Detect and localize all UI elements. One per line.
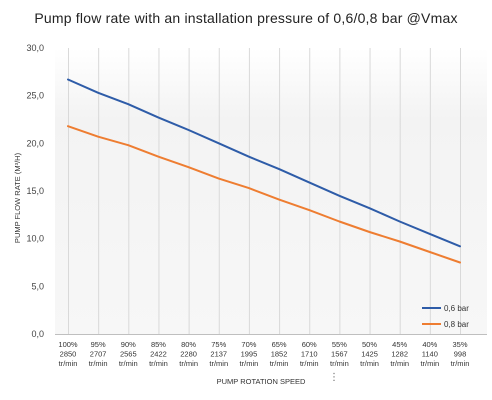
x-tick-label: tr/min bbox=[240, 359, 259, 368]
chart-title: Pump flow rate with an installation pres… bbox=[34, 10, 458, 26]
x-tick-label: tr/min bbox=[270, 359, 289, 368]
y-tick-label: 0,0 bbox=[31, 329, 44, 339]
x-tick-label: 50% bbox=[362, 340, 377, 349]
y-tick-label: 15,0 bbox=[26, 186, 44, 196]
x-tick-label: 2565 bbox=[120, 350, 137, 359]
x-tick-label: tr/min bbox=[390, 359, 409, 368]
x-axis-ticks: 100%2850tr/min95%2707tr/min90%2565tr/min… bbox=[58, 340, 469, 368]
x-tick-label: 80% bbox=[181, 340, 196, 349]
x-tick-label: 1567 bbox=[331, 350, 348, 359]
x-tick-label: 95% bbox=[91, 340, 106, 349]
y-axis-label: PUMP FLOW RATE (M³/H) bbox=[13, 152, 22, 243]
plot-area bbox=[55, 48, 487, 334]
x-tick-label: 2850 bbox=[60, 350, 77, 359]
x-tick-label: 100% bbox=[58, 340, 78, 349]
x-tick-label: tr/min bbox=[420, 359, 439, 368]
x-tick-label: 75% bbox=[211, 340, 226, 349]
y-axis-ticks: 0,0 5,0 10,0 15,0 20,0 25,0 30,0 bbox=[26, 43, 44, 339]
x-tick-label: 2280 bbox=[180, 350, 197, 359]
x-tick-label: 70% bbox=[241, 340, 256, 349]
x-tick-label: 60% bbox=[302, 340, 317, 349]
x-axis-label: PUMP ROTATION SPEED bbox=[217, 377, 306, 386]
legend-label: 0,8 bar bbox=[444, 320, 469, 329]
x-tick-label: 2422 bbox=[150, 350, 167, 359]
series-line bbox=[67, 125, 461, 264]
x-tick-label: tr/min bbox=[89, 359, 108, 368]
x-tick-label: tr/min bbox=[179, 359, 198, 368]
x-tick-label: 1995 bbox=[241, 350, 258, 359]
y-tick-label: 20,0 bbox=[26, 138, 44, 148]
x-tick-label: 1140 bbox=[422, 350, 438, 359]
grid bbox=[55, 48, 487, 335]
x-tick-label: tr/min bbox=[209, 359, 228, 368]
y-tick-label: 10,0 bbox=[26, 234, 44, 244]
x-tick-label: 1425 bbox=[361, 350, 378, 359]
x-tick-label: 2707 bbox=[90, 350, 107, 359]
x-tick-label: tr/min bbox=[149, 359, 168, 368]
x-tick-label: tr/min bbox=[119, 359, 138, 368]
x-tick-label: tr/min bbox=[300, 359, 319, 368]
x-tick-label: 1852 bbox=[271, 350, 288, 359]
y-tick-label: 25,0 bbox=[26, 91, 44, 101]
x-tick-label: 65% bbox=[272, 340, 287, 349]
series-lines bbox=[67, 78, 461, 264]
y-tick-label: 30,0 bbox=[26, 43, 44, 53]
x-tick-label: 2137 bbox=[210, 350, 227, 359]
x-tick-label: 45% bbox=[392, 340, 407, 349]
legend: 0,6 bar 0,8 bar bbox=[422, 304, 469, 329]
x-tick-label: tr/min bbox=[360, 359, 379, 368]
x-tick-label: tr/min bbox=[330, 359, 349, 368]
x-tick-label: 85% bbox=[151, 340, 166, 349]
legend-label: 0,6 bar bbox=[444, 304, 469, 313]
x-tick-label: 35% bbox=[452, 340, 467, 349]
series-line bbox=[67, 78, 461, 248]
x-tick-label: 40% bbox=[422, 340, 437, 349]
x-tick-label: tr/min bbox=[59, 359, 78, 368]
y-tick-label: 5,0 bbox=[31, 281, 44, 291]
x-tick-label: 90% bbox=[121, 340, 136, 349]
x-tick-label: 1710 bbox=[301, 350, 318, 359]
more-vertical-icon[interactable]: ⋮ bbox=[329, 372, 339, 383]
x-tick-label: 998 bbox=[454, 350, 467, 359]
x-tick-label: 55% bbox=[332, 340, 347, 349]
x-tick-label: tr/min bbox=[451, 359, 470, 368]
x-tick-label: 1282 bbox=[391, 350, 408, 359]
